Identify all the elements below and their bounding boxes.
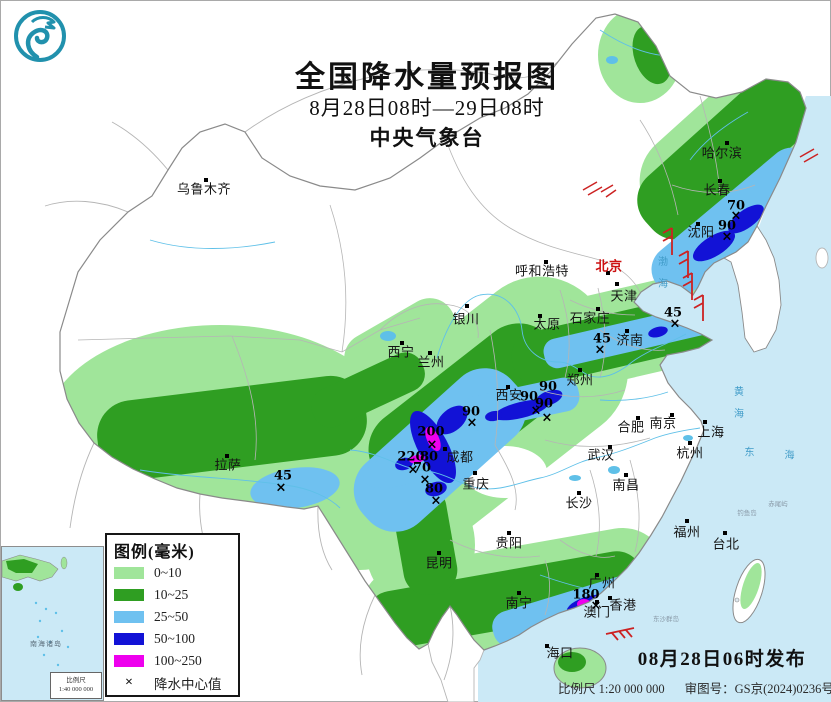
legend-swatch [114,611,144,623]
legend-items: 0~10 10~25 25~50 50~100 100~250 [107,562,238,672]
legend-item-label: 25~50 [154,609,189,624]
inset-scale-label: 比例尺 [66,677,86,684]
legend-item: 100~250 [107,650,238,672]
south-china-sea-inset: 南海诸岛 比例尺 1:40 000 000 [1,546,104,701]
neighbor-countries [44,43,829,702]
legend-item: 10~25 [107,584,238,606]
inset-scale-box: 比例尺 1:40 000 000 [50,672,102,699]
map-meta-line: 比例尺 1:20 000 000 审图号：GS京(2024)0236号 [558,678,831,697]
legend-item: 25~50 [107,606,238,628]
map-title: 全国降水量预报图 [295,61,559,94]
legend-item-label: 10~25 [154,587,189,602]
legend-swatch [114,567,144,579]
agency-name: 中央气象台 [369,126,485,150]
inset-scale-value: 1:40 000 000 [58,686,94,693]
typhoon-track-symbols [582,148,819,641]
issue-time: 08月28日06时发布 [637,649,807,670]
map-scale: 比例尺 1:20 000 000 [558,682,665,696]
legend-title: 图例(毫米) [114,544,195,561]
forecast-period: 8月28日08时—29日08时 [309,96,545,120]
legend-swatch [114,655,144,667]
legend-swatch [114,633,144,645]
islands [553,558,766,689]
legend-panel: 图例(毫米) 0~10 10~25 25~50 50~100 100~250 × 降水中… [105,533,240,697]
cma-logo [12,8,68,69]
dragon-swirl-icon [14,10,66,62]
legend-item-label: 0~10 [154,565,182,580]
legend-center-row: × 降水中心值 [107,672,238,694]
map-approval-number: 审图号：GS京(2024)0236号 [684,682,831,696]
legend-item-label: 100~250 [154,653,202,668]
legend-item: 50~100 [107,628,238,650]
province-borders [77,95,756,616]
legend-item: 0~10 [107,562,238,584]
inset-title: 南海诸岛 [30,640,62,648]
precip-center-label: 降水中心值 [154,677,222,692]
rivers [139,29,776,592]
legend-item-label: 50~100 [154,631,196,646]
legend-swatch [114,589,144,601]
precip-center-symbol: × [125,675,133,690]
